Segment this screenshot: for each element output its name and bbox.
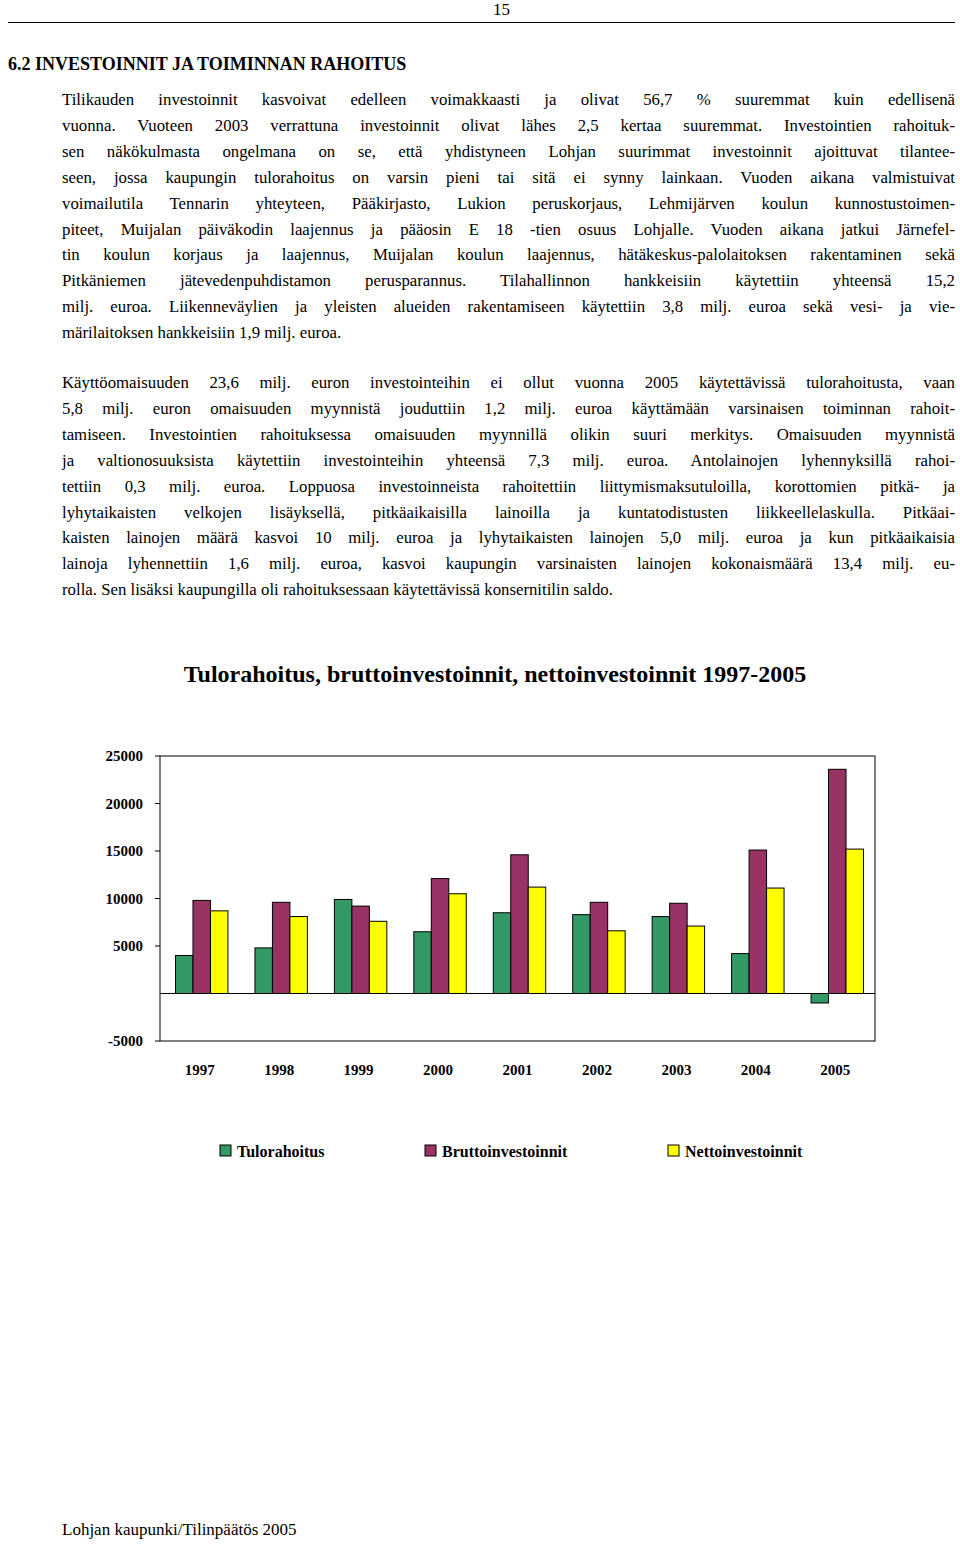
bar: [732, 954, 749, 994]
paragraph-line: sen näkökulmasta ongelmana on se, että y…: [62, 142, 955, 162]
bar: [193, 900, 210, 993]
bar: [590, 902, 607, 993]
paragraph-line: kaisten lainojen määrä kasvoi 10 milj. e…: [62, 528, 955, 548]
y-tick: [155, 946, 160, 947]
bars: [176, 769, 864, 1003]
bar: [334, 899, 351, 993]
x-tick-label: 1997: [185, 1062, 216, 1078]
paragraph-line: rolla. Sen lisäksi kaupungilla oli rahoi…: [62, 580, 955, 600]
bar: [528, 887, 545, 993]
paragraph-line: tettiin 0,3 milj. euroa. Loppuosa invest…: [62, 477, 955, 497]
legend-swatch: [425, 1145, 436, 1156]
y-tick-label: 10000: [106, 891, 144, 907]
paragraph-line: Käyttöomaisuuden 23,6 milj. euron invest…: [62, 373, 955, 393]
y-tick-label: 15000: [106, 843, 144, 859]
bar: [272, 902, 289, 993]
paragraph-line: lainoja lyhennettiin 1,6 milj. euroa, ka…: [62, 554, 955, 574]
x-tick-label: 2005: [820, 1062, 850, 1078]
paragraph-line: piteet, Muijalan päiväkodin laajennus ja…: [62, 220, 955, 240]
bar: [608, 931, 625, 994]
y-tick-label: 25000: [106, 748, 144, 764]
bar: [210, 911, 227, 994]
heading: 6.2 INVESTOINNIT JA TOIMINNAN RAHOITUS: [8, 54, 406, 75]
y-tick-label: 20000: [106, 796, 144, 812]
y-tick: [155, 803, 160, 804]
bar: [414, 932, 431, 994]
x-tick-label: 2001: [503, 1062, 533, 1078]
y-tick: [155, 756, 160, 757]
legend-swatch: [668, 1145, 679, 1156]
x-tick-label: 1998: [264, 1062, 294, 1078]
bar: [670, 903, 687, 993]
legend-label: Bruttoinvestoinnit: [442, 1143, 568, 1160]
paragraph-line: vuonna. Vuoteen 2003 verrattuna investoi…: [62, 116, 955, 136]
footer: Lohjan kaupunki/Tilinpäätös 2005: [62, 1520, 297, 1540]
paragraph-line: Pitkäniemen jätevedenpuhdistamon peruspa…: [62, 271, 955, 291]
paragraph-line: tamiseen. Investointien rahoituksessa om…: [62, 425, 955, 445]
bar: [829, 769, 846, 993]
x-tick-label: 2000: [423, 1062, 453, 1078]
bar: [846, 849, 863, 993]
bar: [811, 994, 828, 1004]
bar: [511, 855, 528, 994]
bar: [687, 926, 704, 993]
plot-frame: [160, 756, 875, 1041]
chart: Tulorahoitus, bruttoinvestoinnit, nettoi…: [0, 0, 960, 1548]
y-tick-label: 5000: [113, 938, 143, 954]
paragraph-line: 5,8 milj. euron omaisuuden myynnistä jou…: [62, 399, 955, 419]
bar: [431, 879, 448, 994]
x-tick-label: 2004: [741, 1062, 772, 1078]
bar: [767, 888, 784, 993]
paragraph-line: ja valtionosuuksista käytettiin investoi…: [62, 451, 955, 471]
bar: [449, 894, 466, 994]
paragraph-line: lyhytaikaisten velkojen lisäyksellä, pit…: [62, 503, 955, 523]
chart-title: Tulorahoitus, bruttoinvestoinnit, nettoi…: [184, 661, 807, 687]
bar: [652, 917, 669, 994]
paragraph-line: märilaitoksen hankkeisiin 1,9 milj. euro…: [62, 323, 955, 343]
x-tick-label: 2002: [582, 1062, 612, 1078]
zero-axis: [160, 993, 875, 994]
paragraph-line: voimailutila Tennarin yhteyteen, Pääkirj…: [62, 194, 955, 214]
bar: [352, 906, 369, 993]
legend-label: Tulorahoitus: [237, 1143, 324, 1160]
y-tick-label: -5000: [108, 1033, 143, 1049]
header-rule: [8, 22, 955, 23]
paragraph-line: tin koulun korjaus ja laajennus, Muijala…: [62, 245, 955, 265]
paragraph-line: Tilikauden investoinnit kasvoivat edelle…: [62, 90, 955, 110]
bar: [369, 921, 386, 993]
bar: [290, 917, 307, 994]
legend-swatch: [220, 1145, 231, 1156]
bar: [255, 948, 272, 994]
y-tick: [155, 1041, 160, 1042]
x-tick-label: 1999: [344, 1062, 374, 1078]
page-number: 15: [493, 0, 510, 20]
bar: [573, 915, 590, 994]
y-tick: [155, 898, 160, 899]
bar: [176, 956, 193, 994]
x-tick-label: 2003: [661, 1062, 691, 1078]
legend-label: Nettoinvestoinnit: [685, 1143, 803, 1160]
bar: [749, 850, 766, 993]
paragraph-line: milj. euroa. Liikenneväylien ja yleisten…: [62, 297, 955, 317]
y-tick: [155, 851, 160, 852]
paragraph-line: seen, jossa kaupungin tulorahoitus on va…: [62, 168, 955, 188]
bar: [493, 913, 510, 994]
